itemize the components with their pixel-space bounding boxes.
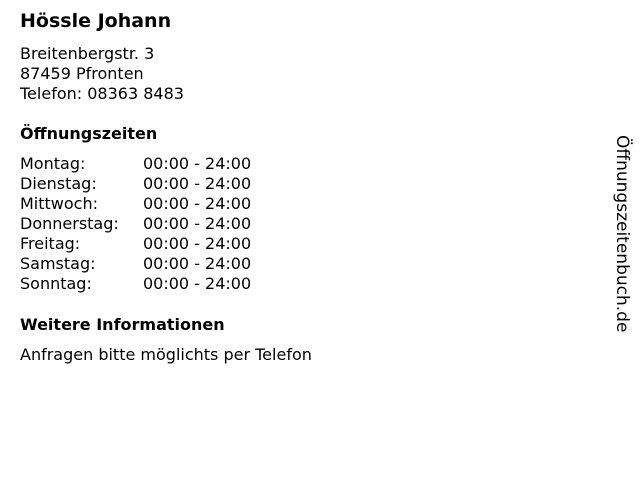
time-range: 00:00 - 24:00 (143, 174, 252, 193)
day-label: Donnerstag: (20, 214, 119, 233)
time-range: 00:00 - 24:00 (143, 154, 252, 173)
hours-row: Mittwoch: 00:00 - 24:00 (20, 194, 251, 214)
day-label: Sonntag: (20, 274, 92, 293)
hours-row: Montag: 00:00 - 24:00 (20, 154, 251, 174)
day-label: Mittwoch: (20, 194, 98, 213)
address: Breitenbergstr. 3 87459 Pfronten Telefon… (20, 44, 184, 104)
day-label: Samstag: (20, 254, 96, 273)
time-range: 00:00 - 24:00 (143, 274, 252, 293)
time-range: 00:00 - 24:00 (143, 194, 252, 213)
day-label: Montag: (20, 154, 86, 173)
info-text: Anfragen bitte möglichts per Telefon (20, 345, 312, 364)
hours-row: Donnerstag: 00:00 - 24:00 (20, 214, 251, 234)
time-range: 00:00 - 24:00 (143, 214, 252, 233)
hours-row: Dienstag: 00:00 - 24:00 (20, 174, 251, 194)
hours-row: Samstag: 00:00 - 24:00 (20, 254, 251, 274)
hours-row: Sonntag: 00:00 - 24:00 (20, 274, 251, 294)
watermark: Öffnungszeitenbuch.de (612, 135, 632, 333)
day-label: Freitag: (20, 234, 81, 253)
day-label: Dienstag: (20, 174, 97, 193)
hours-table: Montag: 00:00 - 24:00 Dienstag: 00:00 - 24:… (20, 154, 251, 294)
phone: Telefon: 08363 8483 (20, 84, 184, 103)
street: Breitenbergstr. 3 (20, 44, 155, 63)
hours-heading: Öffnungszeiten (20, 124, 158, 143)
time-range: 00:00 - 24:00 (143, 254, 252, 273)
info-heading: Weitere Informationen (20, 315, 225, 334)
time-range: 00:00 - 24:00 (143, 234, 252, 253)
business-name: Hössle Johann (20, 10, 172, 32)
city: 87459 Pfronten (20, 64, 144, 83)
hours-row: Freitag: 00:00 - 24:00 (20, 234, 251, 254)
